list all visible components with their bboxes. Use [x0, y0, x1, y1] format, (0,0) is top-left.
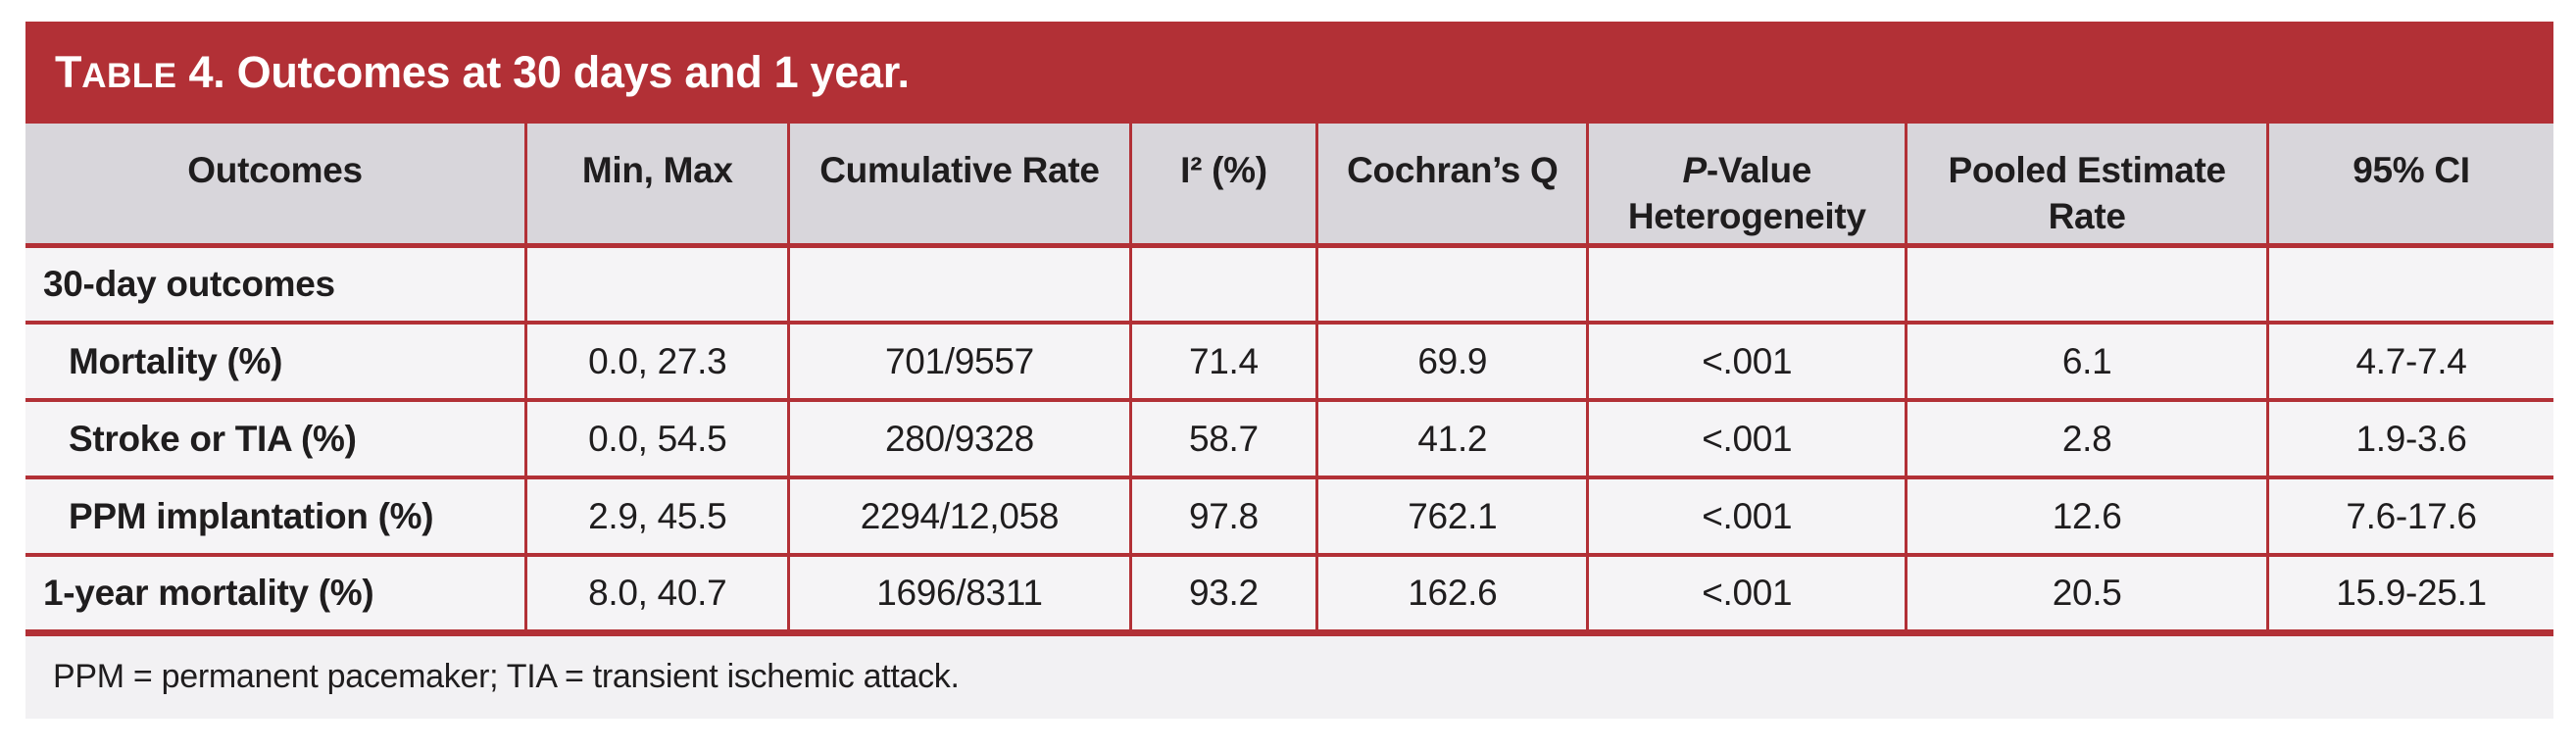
title-word-table-smallcaps: ABLE [81, 57, 177, 95]
data-cell [787, 242, 1130, 323]
row-label-cell: 30-day outcomes [25, 242, 526, 323]
data-cell: 12.6 [1905, 476, 2268, 555]
header-cell-pooled-estimate-rate: Pooled Estimate Rate [1905, 124, 2268, 245]
data-cell: 93.2 [1128, 553, 1317, 632]
data-cell: <.001 [1586, 398, 1907, 477]
table-row-30-day-outcomes: 30-day outcomes [25, 242, 2553, 323]
data-cell: 7.6-17.6 [2266, 476, 2553, 555]
row-label-cell: 1-year mortality (%) [25, 553, 526, 632]
footnote-text: PPM = permanent pacemaker; TIA = transie… [53, 658, 960, 695]
header-cell-cochrans-q: Cochran’s Q [1315, 124, 1588, 245]
row-label-cell: Mortality (%) [25, 321, 526, 400]
data-cell: 71.4 [1128, 321, 1317, 400]
data-cell [1905, 242, 2268, 323]
data-cell: 280/9328 [787, 398, 1130, 477]
table-header-row: Outcomes Min, Max Cumulative Rate I² (%)… [25, 124, 2553, 245]
data-cell: 162.6 [1315, 553, 1588, 632]
p-value-line: P-Value [1590, 147, 1904, 193]
data-cell: 2.9, 45.5 [524, 476, 789, 555]
data-cell: 6.1 [1905, 321, 2268, 400]
title-word-table-initial: T [55, 47, 82, 97]
data-cell: 1696/8311 [787, 553, 1130, 632]
table-row-1-year-mortality: 1-year mortality (%) 8.0, 40.7 1696/8311… [25, 553, 2553, 632]
data-cell: 1.9-3.6 [2266, 398, 2553, 477]
p-value-rest: -Value [1706, 150, 1812, 190]
row-label-cell: Stroke or TIA (%) [25, 398, 526, 477]
p-value-italic-p: P [1682, 150, 1707, 190]
row-label-cell: PPM implantation (%) [25, 476, 526, 555]
header-cell-outcomes: Outcomes [25, 124, 526, 245]
data-cell [1128, 242, 1317, 323]
header-cell-i-squared: I² (%) [1128, 124, 1317, 245]
data-cell: 20.5 [1905, 553, 2268, 632]
header-cell-min-max: Min, Max [524, 124, 789, 245]
table-row-mortality: Mortality (%) 0.0, 27.3 701/9557 71.4 69… [25, 321, 2553, 400]
data-cell: 2294/12,058 [787, 476, 1130, 555]
data-cell: <.001 [1586, 553, 1907, 632]
table-footnote: PPM = permanent pacemaker; TIA = transie… [25, 635, 2553, 719]
data-cell [2266, 242, 2553, 323]
data-cell: 15.9-25.1 [2266, 553, 2553, 632]
header-cell-p-value-heterogeneity: P-Value Heterogeneity [1586, 124, 1907, 245]
data-cell: 41.2 [1315, 398, 1588, 477]
data-cell [1315, 242, 1588, 323]
data-cell: 69.9 [1315, 321, 1588, 400]
data-cell: 762.1 [1315, 476, 1588, 555]
data-cell: <.001 [1586, 476, 1907, 555]
title-text: 4. Outcomes at 30 days and 1 year. [188, 47, 910, 97]
heterogeneity-line: Heterogeneity [1627, 196, 1866, 236]
header-cell-95-ci: 95% CI [2266, 124, 2553, 245]
table-title-bar: TABLE 4. Outcomes at 30 days and 1 year. [25, 22, 2553, 124]
table-body: 30-day outcomes Mortality (%) 0.0, 27.3 … [25, 242, 2553, 632]
table-4-container: TABLE 4. Outcomes at 30 days and 1 year. … [25, 22, 2553, 719]
data-cell: 701/9557 [787, 321, 1130, 400]
data-cell: 58.7 [1128, 398, 1317, 477]
data-cell: 2.8 [1905, 398, 2268, 477]
data-cell: 97.8 [1128, 476, 1317, 555]
table-row-ppm-implantation: PPM implantation (%) 2.9, 45.5 2294/12,0… [25, 476, 2553, 555]
table-title: TABLE 4. Outcomes at 30 days and 1 year. [55, 47, 910, 98]
data-cell: 4.7-7.4 [2266, 321, 2553, 400]
data-cell: <.001 [1586, 321, 1907, 400]
data-cell: 0.0, 27.3 [524, 321, 789, 400]
header-cell-cumulative-rate: Cumulative Rate [787, 124, 1130, 245]
data-cell [1586, 242, 1907, 323]
table-row-stroke-or-tia: Stroke or TIA (%) 0.0, 54.5 280/9328 58.… [25, 398, 2553, 477]
data-cell: 8.0, 40.7 [524, 553, 789, 632]
data-cell: 0.0, 54.5 [524, 398, 789, 477]
outcomes-table: Outcomes Min, Max Cumulative Rate I² (%)… [25, 124, 2553, 636]
data-cell [524, 242, 789, 323]
